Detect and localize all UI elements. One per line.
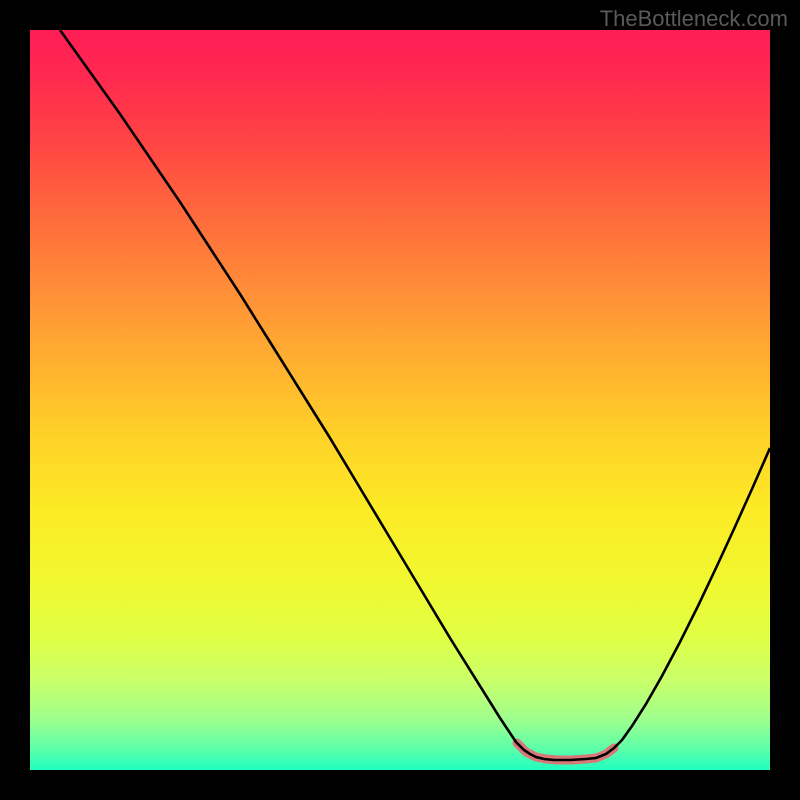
watermark-text: TheBottleneck.com bbox=[600, 6, 788, 32]
curve-layer bbox=[30, 30, 770, 770]
bottleneck-curve bbox=[60, 30, 770, 760]
plot-area bbox=[30, 30, 770, 770]
chart-container: TheBottleneck.com bbox=[0, 0, 800, 800]
